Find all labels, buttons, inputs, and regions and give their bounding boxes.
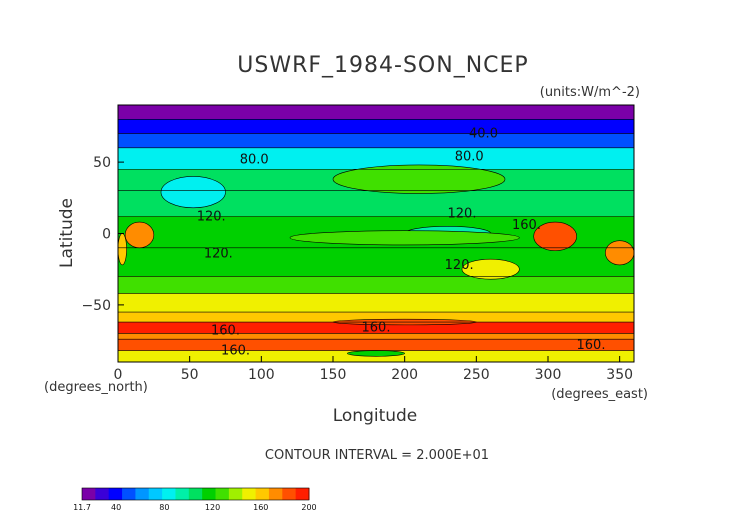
colorbar-swatch-10	[215, 488, 230, 500]
y-tick-label-1: 0	[102, 227, 111, 243]
colorbar-swatch-14	[268, 488, 283, 500]
africa-high	[533, 221, 577, 251]
zonal-band-11	[118, 322, 634, 334]
colorbar-swatch-6	[162, 488, 176, 500]
y-axis-title: Latitude	[57, 198, 77, 268]
zonal-band-12	[118, 333, 634, 340]
north-atlantic-low	[160, 176, 226, 209]
colorbar-tick-4: 160	[253, 503, 268, 512]
contour-label-9: 160.	[362, 321, 391, 336]
colorbar-swatch-4	[135, 488, 150, 500]
colorbar-swatch-12	[242, 488, 257, 500]
zonal-band-8	[118, 276, 634, 294]
contour-label-1: 80.0	[240, 152, 269, 167]
colorbar-swatch-2	[108, 488, 123, 500]
colorbar-swatch-3	[122, 488, 136, 500]
contour-labels: 40.0 80.0 80.0 120. 120. 160. 120. 120. 160. 160.…	[197, 127, 606, 359]
contour-label-7: 120.	[445, 258, 474, 273]
contour-interval-text: CONTOUR INTERVAL = 2.000E+01	[265, 448, 489, 463]
zonal-band-13	[118, 339, 634, 351]
sahara-high	[124, 221, 155, 249]
antarctic-green	[347, 350, 405, 357]
y-axis-ticks: 50 0 −50	[81, 155, 124, 314]
zonal-band-3	[118, 147, 634, 170]
zonal-band-1	[118, 119, 634, 134]
colorbar-tick-0: 11.7	[73, 503, 91, 512]
contour-label-11: 160.	[577, 338, 606, 353]
colorbar-swatch-11	[228, 488, 243, 500]
zonal-band-10	[118, 312, 634, 323]
colorbar-swatch-16	[295, 488, 310, 500]
colorbar-ticks: 11.7 40 80 120 160 200	[73, 503, 317, 512]
x-axis-title: Longitude	[333, 406, 418, 426]
y-unit-label: (degrees_north)	[44, 380, 148, 395]
contour-label-5: 160.	[512, 218, 541, 233]
colorbar-swatch-0	[82, 488, 96, 500]
colorbar-swatch-15	[282, 488, 297, 500]
colorbar-tick-3: 120	[205, 503, 220, 512]
contour-label-8: 160.	[211, 324, 240, 339]
chart-title: USWRF_1984-SON_NCEP	[237, 53, 528, 78]
x-tick-label-6: 300	[535, 367, 562, 383]
zonal-band-0	[118, 105, 634, 120]
colorbar-swatch-1	[95, 488, 110, 500]
zonal-band-7	[118, 247, 634, 277]
colorbar-swatch-7	[175, 488, 190, 500]
zonal-band-2	[118, 133, 634, 148]
x-axis-ticks: 0 50 100 150 200 250 300 350	[114, 356, 633, 383]
x-tick-label-2: 100	[248, 367, 275, 383]
colorbar-tick-5: 200	[301, 503, 316, 512]
colorbar-swatch-9	[202, 488, 217, 500]
units-label: (units:W/m^-2)	[540, 85, 640, 100]
cloud-band-north-pacific	[332, 164, 506, 194]
colorbar	[81, 487, 310, 501]
y-tick-label-0: 50	[93, 155, 111, 171]
contour-label-0: 40.0	[469, 127, 498, 142]
contour-label-3: 120.	[197, 209, 226, 224]
x-tick-label-1: 50	[181, 367, 199, 383]
x-tick-label-3: 150	[320, 367, 347, 383]
tropical-cloud-band	[289, 230, 520, 246]
west-edge-high	[117, 233, 127, 266]
south-high-west	[461, 258, 520, 280]
contour-label-4: 120.	[448, 207, 477, 222]
x-unit-label: (degrees_east)	[551, 387, 648, 402]
colorbar-swatch-8	[188, 488, 203, 500]
contour-label-6: 120.	[204, 246, 233, 261]
colorbar-frame	[81, 487, 310, 501]
x-tick-label-7: 350	[606, 367, 633, 383]
contour-label-2: 80.0	[455, 149, 484, 164]
x-tick-label-0: 0	[114, 367, 123, 383]
colorbar-swatch-5	[148, 488, 163, 500]
colorbar-tick-1: 40	[111, 503, 121, 512]
x-tick-label-4: 200	[391, 367, 418, 383]
colorbar-tick-2: 80	[159, 503, 169, 512]
plot-area	[117, 105, 635, 362]
x-tick-label-5: 250	[463, 367, 490, 383]
y-tick-label-2: −50	[81, 298, 111, 314]
east-high	[605, 240, 635, 266]
zonal-band-9	[118, 293, 634, 313]
colorbar-swatch-13	[255, 488, 270, 500]
contour-label-10: 160.	[221, 344, 250, 359]
